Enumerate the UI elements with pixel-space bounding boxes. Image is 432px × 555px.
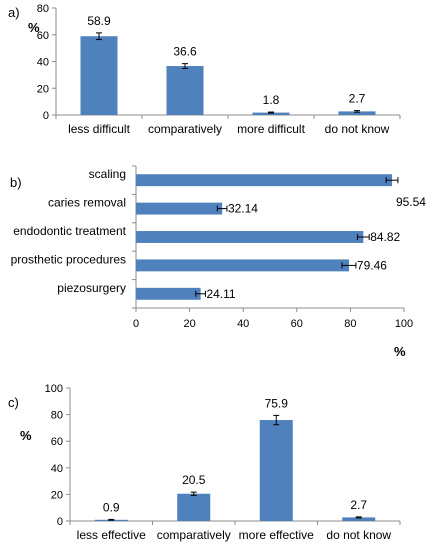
panel-b-label: b): [10, 175, 22, 190]
panel-c-y-tick-label: 100: [45, 383, 63, 395]
panel-c-bar: [259, 420, 293, 521]
panel-b-x-tick-label: 100: [395, 318, 413, 330]
panel-b-bar: [136, 287, 201, 300]
panel-a-y-tick-label: 80: [37, 3, 49, 15]
panel-c-data-label: 2.7: [350, 498, 367, 512]
panel-c-data-label: 0.9: [103, 500, 120, 514]
panel-a-y-tick-label: 40: [37, 57, 49, 69]
panel-b-data-label: 24.11: [206, 287, 235, 301]
panel-c-category-label: less effective: [77, 528, 146, 542]
panel-c-y-tick-label: 20: [51, 489, 63, 501]
panel-c-label: c): [8, 395, 19, 410]
panel-a-chart: a) % 0 20 40 60 80 58.9 less difficult 36.6 comp…: [8, 3, 401, 136]
panel-b-category-label: scaling: [89, 167, 126, 181]
panel-c-category-label: do not know: [326, 528, 391, 542]
panel-b-category-label: endodontic treatment: [13, 224, 126, 238]
panel-a-category-label: less difficult: [68, 122, 130, 136]
panel-c-y-tick-label: 80: [51, 410, 63, 422]
panel-a-data-label: 58.9: [87, 14, 111, 28]
panel-a-data-label: 1.8: [263, 93, 280, 107]
panel-c-y-tick-label: 40: [51, 463, 63, 475]
panel-c-y-tick-label: 60: [51, 436, 63, 448]
panel-a-data-label: 36.6: [173, 45, 197, 59]
panel-a-category-label: more difficult: [237, 122, 305, 136]
panel-c-y-tick-label: 0: [57, 516, 63, 528]
panel-c-category-label: comparatively: [157, 528, 231, 542]
panel-a-data-label: 2.7: [349, 92, 366, 106]
panel-b-bar: [136, 231, 364, 243]
panel-a-y-axis-label: %: [28, 20, 40, 35]
panel-b-bar: [136, 259, 349, 272]
panel-c-data-label: 75.9: [265, 396, 289, 410]
panel-b-category-label: prosthetic procedures: [11, 252, 126, 266]
panel-c-y-axis-label: %: [20, 428, 32, 443]
panel-b-x-tick-label: 0: [133, 318, 139, 330]
panel-b-x-tick-label: 40: [237, 318, 249, 330]
panel-b-x-tick-label: 80: [344, 318, 356, 330]
panel-a-y-tick-label: 20: [37, 83, 49, 95]
panel-a-category-label: do not know: [325, 122, 390, 136]
panel-b-data-label: 95.54: [396, 195, 426, 209]
panel-b-bar: [136, 174, 393, 187]
panel-b-data-label: 84.82: [370, 230, 400, 244]
panel-a-category-label: comparatively: [148, 122, 222, 136]
panel-c-bar: [342, 517, 376, 521]
panel-b-x-axis-label: %: [394, 344, 406, 359]
panel-c-data-label: 20.5: [182, 473, 206, 487]
panel-a-bar: [80, 36, 118, 115]
panel-a-bar: [252, 112, 290, 115]
panel-b-bar: [136, 202, 223, 215]
panel-c-chart: c) % 0 20 40 60 80 100 0.9 less effective 20.5 co…: [8, 383, 401, 542]
panel-a-label: a): [8, 5, 20, 20]
panel-b-category-label: piezosurgery: [57, 281, 126, 295]
panel-b-category-label: caries removal: [48, 196, 126, 210]
panel-b-chart: b) % 0 20 40 60 80 100 95.54 scaling 32.14 caries…: [10, 165, 426, 359]
panel-a-y-tick-label: 60: [37, 30, 49, 42]
panel-b-x-tick-label: 60: [291, 318, 303, 330]
panel-a-bar: [338, 111, 376, 115]
panel-b-x-tick-label: 20: [183, 318, 195, 330]
panel-c-category-label: more effective: [239, 528, 314, 542]
panel-a-bar: [166, 66, 204, 115]
panel-b-data-label: 32.14: [228, 202, 258, 216]
panel-c-bar: [177, 493, 211, 521]
panel-a-y-tick-label: 0: [43, 110, 49, 122]
panel-b-data-label: 79.46: [357, 258, 387, 272]
